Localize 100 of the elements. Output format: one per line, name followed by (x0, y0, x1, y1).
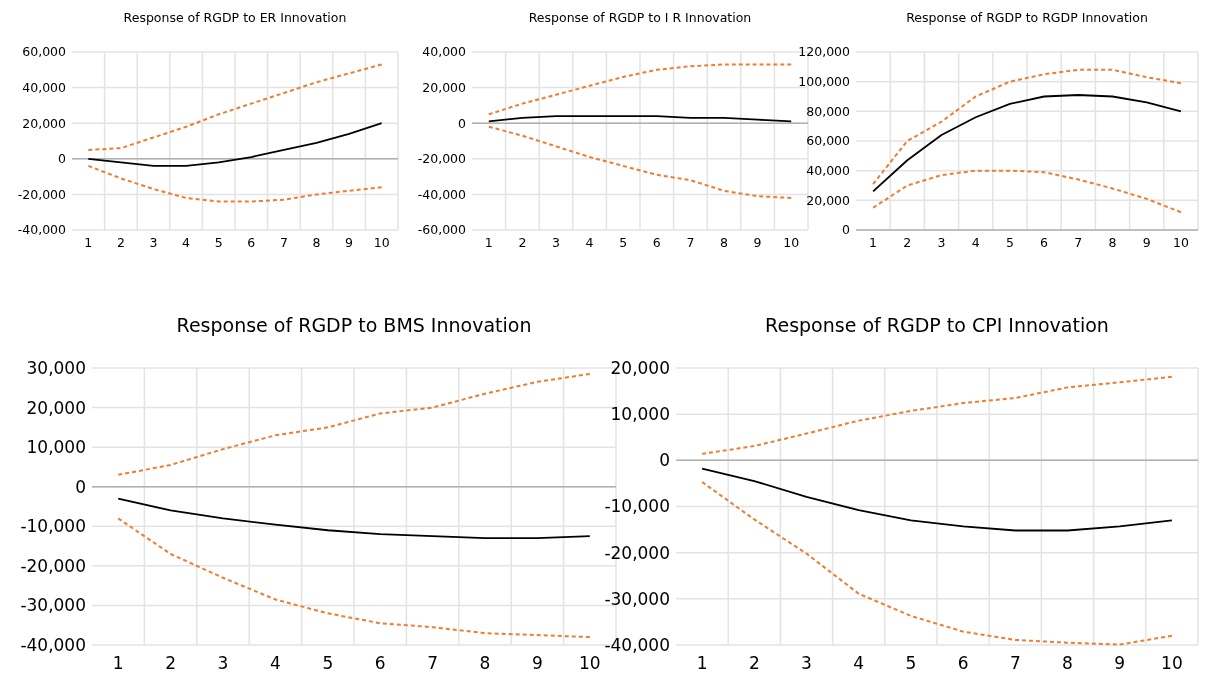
x-tick-label: 9 (753, 235, 762, 250)
chart-title: Response of RGDP to BMS Innovation (176, 314, 532, 336)
x-tick-label: 10 (1161, 653, 1183, 673)
y-tick-label: 60,000 (806, 133, 851, 149)
line-series (117, 372, 591, 476)
x-tick-label: 9 (1142, 235, 1151, 250)
chart-title: Response of RGDP to RGDP Innovation (906, 10, 1148, 25)
x-tick-label: 8 (312, 235, 321, 250)
x-tick-label: 7 (686, 235, 695, 250)
y-tick-label: 20,000 (610, 357, 670, 378)
y-tick-label: 100,000 (798, 74, 851, 90)
x-tick-label: 7 (279, 235, 288, 250)
y-tick-label: -60,000 (417, 222, 467, 238)
y-tick-label: -20,000 (417, 151, 467, 167)
y-tick-label: -20,000 (17, 186, 67, 202)
y-tick-label: -40,000 (17, 222, 67, 238)
x-tick-label: 4 (971, 235, 980, 250)
x-tick-label: 10 (783, 235, 800, 250)
x-tick-label: 1 (869, 235, 878, 250)
y-tick-label: -40,000 (417, 186, 467, 202)
y-tick-label: 60,000 (22, 44, 67, 60)
line-series (872, 169, 1182, 214)
x-tick-label: 2 (748, 653, 760, 673)
y-tick-label: 20,000 (806, 192, 851, 208)
y-tick-label: 20,000 (22, 115, 67, 131)
x-tick-label: 4 (182, 235, 191, 250)
x-tick-label: 3 (937, 235, 946, 250)
x-tick-label: 8 (479, 653, 491, 673)
x-tick-label: 9 (345, 235, 354, 250)
x-tick-label: 3 (801, 653, 812, 673)
x-tick-label: 9 (1114, 653, 1126, 673)
x-tick-label: 1 (112, 653, 124, 673)
y-tick-label: 0 (458, 115, 467, 131)
chart-title: Response of RGDP to I R Innovation (528, 10, 752, 25)
y-tick-label: 40,000 (806, 163, 851, 179)
line-series (87, 63, 383, 151)
x-tick-label: 6 (957, 653, 969, 673)
line-series (117, 497, 591, 540)
x-tick-label: 4 (269, 653, 281, 673)
line-series (487, 125, 793, 199)
y-tick-label: -20,000 (20, 555, 86, 576)
line-series (701, 467, 1173, 532)
x-tick-label: 7 (1074, 235, 1083, 250)
y-tick-label: 40,000 (22, 79, 67, 95)
y-tick-label: 120,000 (798, 44, 851, 60)
x-tick-label: 5 (905, 653, 917, 673)
y-tick-label: -40,000 (604, 634, 670, 655)
x-tick-label: 2 (903, 235, 912, 250)
x-tick-label: 8 (1108, 235, 1117, 250)
x-tick-label: 2 (116, 235, 125, 250)
x-tick-label: 1 (696, 653, 708, 673)
x-tick-label: 7 (1009, 653, 1021, 673)
y-tick-label: 0 (75, 476, 86, 497)
x-tick-label: 2 (518, 235, 527, 250)
line-series (701, 481, 1173, 646)
y-tick-label: 20,000 (422, 79, 467, 95)
x-tick-label: 10 (1172, 235, 1189, 250)
y-tick-label: 0 (659, 450, 670, 471)
x-tick-label: 1 (84, 235, 93, 250)
y-tick-label: 0 (58, 151, 67, 167)
y-tick-label: 20,000 (26, 397, 86, 418)
y-tick-label: -10,000 (604, 496, 670, 517)
x-tick-label: 10 (578, 653, 601, 673)
x-tick-label: 8 (720, 235, 729, 250)
y-tick-label: 80,000 (806, 103, 851, 119)
x-tick-label: 4 (585, 235, 594, 250)
line-series (117, 517, 591, 639)
x-tick-label: 1 (484, 235, 493, 250)
y-tick-label: -20,000 (604, 542, 670, 563)
y-tick-label: 10,000 (26, 437, 86, 458)
y-tick-label: -40,000 (20, 634, 86, 655)
x-tick-label: 6 (1040, 235, 1049, 250)
y-tick-label: -30,000 (604, 588, 670, 609)
y-tick-label: 40,000 (422, 44, 467, 60)
line-series (872, 94, 1182, 193)
x-tick-label: 9 (531, 653, 543, 673)
chart-title: Response of RGDP to CPI Innovation (765, 314, 1109, 336)
line-series (87, 122, 383, 167)
y-tick-label: 0 (842, 222, 851, 238)
x-tick-label: 8 (1062, 653, 1073, 673)
x-tick-label: 5 (619, 235, 628, 250)
x-tick-label: 6 (247, 235, 256, 250)
chart-title: Response of RGDP to ER Innovation (123, 10, 347, 25)
y-tick-label: -10,000 (20, 516, 86, 537)
line-series (487, 63, 793, 116)
x-tick-label: 3 (217, 653, 229, 673)
x-tick-label: 3 (552, 235, 560, 250)
x-tick-label: 5 (322, 653, 334, 673)
x-tick-label: 6 (652, 235, 661, 250)
line-series (872, 68, 1182, 186)
x-tick-label: 10 (373, 235, 390, 250)
line-series (701, 375, 1173, 455)
x-tick-label: 6 (374, 653, 386, 673)
x-tick-label: 5 (214, 235, 223, 250)
x-tick-label: 5 (1005, 235, 1014, 250)
x-tick-label: 2 (165, 653, 177, 673)
x-tick-label: 4 (853, 653, 865, 673)
x-tick-label: 7 (427, 653, 439, 673)
y-tick-label: 30,000 (26, 357, 86, 378)
line-series (87, 164, 383, 203)
